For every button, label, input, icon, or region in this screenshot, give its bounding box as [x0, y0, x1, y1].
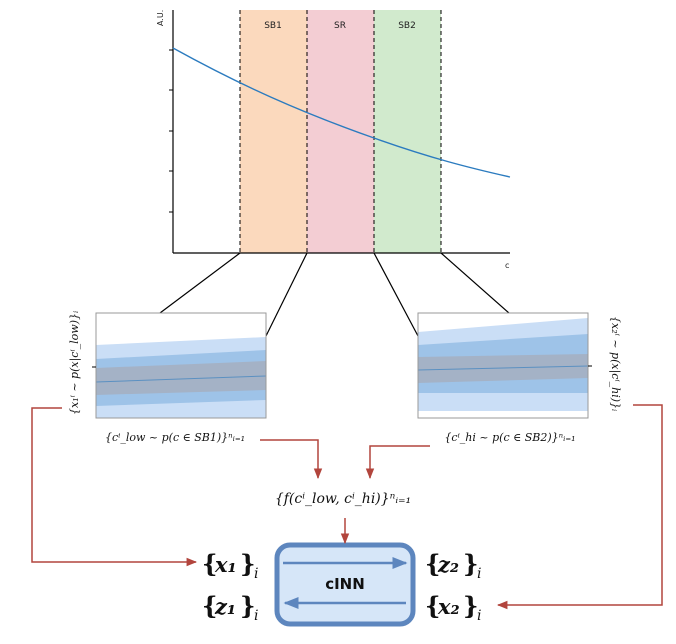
y-axis-label: A.U. — [156, 10, 165, 26]
left-inset-ylabel: {x₁ⁱ ~ p(x|cⁱ_low)}ᵢ — [68, 311, 82, 415]
cinn-block: cINN — [274, 542, 416, 627]
arrow-x1-to-cinn — [31, 407, 198, 567]
falling-curve — [172, 47, 511, 178]
x2-symbol: x₂ — [437, 594, 460, 619]
cinn-label: cINN — [325, 575, 365, 593]
region-sr — [307, 10, 374, 253]
svg-text:{: { — [425, 549, 440, 578]
region-label-sb1: SB1 — [264, 21, 282, 31]
flow-arrows — [31, 404, 663, 610]
svg-text:}: } — [463, 591, 478, 620]
projection-lines — [159, 252, 510, 337]
svg-text:{: { — [425, 591, 440, 620]
top-plot: SB1 SR SB2 A.U. c — [156, 10, 511, 270]
left-inset-xlabel: {cⁱ_low ~ p(c ∈ SB1)}ⁿᵢ₌₁ — [105, 431, 245, 444]
region-label-sb2: SB2 — [398, 21, 416, 31]
right-inset-xlabel: {cⁱ_hi ~ p(c ∈ SB2)}ⁿᵢ₌₁ — [444, 431, 575, 444]
svg-text:{: { — [202, 591, 217, 620]
svg-text:i: i — [254, 566, 258, 582]
svg-text:i: i — [477, 608, 481, 624]
arrow-chi-to-condition — [365, 445, 430, 480]
region-sb1 — [240, 10, 307, 253]
arrow-clow-to-condition — [260, 439, 323, 480]
region-sb2 — [374, 10, 441, 253]
x-axis-label: c — [505, 261, 509, 270]
left-inner-band — [96, 361, 266, 395]
condition-label: {f(cⁱ_low, cⁱ_hi)}ⁿᵢ₌₁ — [275, 491, 411, 507]
cinn-right-labels: { z₂ } i { x₂ } i — [425, 549, 481, 624]
x1-symbol: x₁ — [214, 552, 237, 577]
svg-text:}: } — [240, 549, 255, 578]
right-inset: {x₂ⁱ ~ p(x|cⁱ_hi)}ᵢ {cⁱ_hi ~ p(c ∈ SB2)}… — [417, 312, 622, 444]
right-inset-ylabel: {x₂ⁱ ~ p(x|cⁱ_hi)}ᵢ — [608, 316, 622, 411]
arrow-x2-to-cinn — [496, 404, 663, 610]
z1-symbol: z₁ — [214, 594, 236, 619]
region-label-sr: SR — [334, 21, 346, 31]
svg-text:i: i — [254, 608, 258, 624]
z2-symbol: z₂ — [437, 552, 459, 577]
svg-text:i: i — [477, 566, 481, 582]
cinn-left-labels: { x₁ } i { z₁ } i — [202, 549, 258, 624]
svg-text:}: } — [463, 549, 478, 578]
left-inset: {x₁ⁱ ~ p(x|cⁱ_low)}ᵢ {cⁱ_low ~ p(c ∈ SB1… — [68, 311, 267, 444]
y-ticks — [169, 49, 173, 213]
svg-text:{: { — [202, 549, 217, 578]
svg-text:}: } — [240, 591, 255, 620]
